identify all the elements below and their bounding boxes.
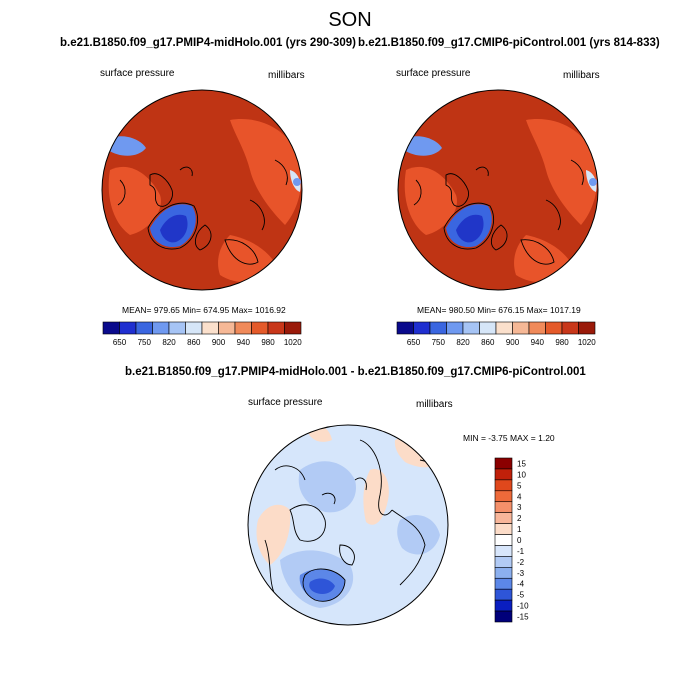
colorbar-difference-swatch [494, 512, 513, 524]
colorbar-picontrol: 650 750 820 860 900 940 980 1020 [396, 321, 596, 347]
page-title: SON [328, 9, 372, 31]
colorbar-difference-tick-label: -3 [517, 569, 525, 578]
panel2-variable-label: surface pressure [396, 68, 471, 79]
colorbar-midholo-swatch [267, 321, 285, 335]
colorbar-difference-tick-label: -4 [517, 580, 525, 589]
colorbar-difference-tick-label: -1 [517, 547, 525, 556]
colorbar-midholo-swatch [201, 321, 219, 335]
colorbar-midholo-tick-label: 940 [237, 338, 251, 347]
colorbar-difference-tick-label: 0 [517, 536, 522, 545]
colorbar-picontrol-swatch [512, 321, 530, 335]
colorbar-picontrol-swatch [396, 321, 414, 335]
colorbar-midholo-swatch [218, 321, 236, 335]
colorbar-difference-tick-label: 1 [517, 525, 522, 534]
panel1-stats: MEAN= 979.65 Min= 674.95 Max= 1016.92 [122, 305, 286, 315]
colorbar-difference-swatch [494, 468, 513, 481]
colorbar-midholo-swatch [119, 321, 137, 335]
panel-header-midholo: b.e21.B1850.f09_g17.PMIP4-midHolo.001 (y… [60, 37, 356, 49]
colorbar-picontrol-swatch [578, 321, 596, 335]
panel2-units-label: millibars [563, 70, 600, 81]
colorbar-picontrol-swatch [446, 321, 464, 335]
colorbar-midholo-swatch [152, 321, 170, 335]
colorbar-difference-tick-label: 3 [517, 503, 522, 512]
colorbar-picontrol-tick-label: 820 [456, 338, 470, 347]
panel1-variable-label: surface pressure [100, 68, 175, 79]
colorbar-difference-swatch [494, 534, 513, 546]
colorbar-difference-tick-label: 15 [517, 459, 526, 468]
colorbar-difference-tick-label: -15 [517, 613, 529, 622]
colorbar-midholo-swatch [251, 321, 269, 335]
colorbar-difference-tick-label: 2 [517, 514, 522, 523]
colorbar-difference-swatch [494, 599, 513, 612]
panel-header-picontrol: b.e21.B1850.f09_g17.CMIP6-piControl.001 … [358, 37, 660, 49]
colorbar-picontrol-tick-label: 900 [506, 338, 520, 347]
colorbar-difference-swatch [494, 457, 513, 470]
colorbar-midholo: 650 750 820 860 900 940 980 1020 [102, 321, 302, 347]
colorbar-midholo-tick-label: 750 [138, 338, 152, 347]
colorbar-picontrol-tick-label: 1020 [578, 338, 596, 347]
colorbar-difference-swatch [494, 610, 513, 623]
colorbar-midholo-swatch [102, 321, 120, 335]
colorbar-midholo-tick-label: 860 [187, 338, 201, 347]
colorbar-difference-tick-label: 4 [517, 492, 522, 501]
colorbar-difference-swatch [494, 556, 513, 568]
diff-stats: MIN = -3.75 MAX = 1.20 [463, 433, 555, 443]
colorbar-picontrol-tick-label: 940 [531, 338, 545, 347]
colorbar-picontrol-tick-label: 750 [432, 338, 446, 347]
polar-map-picontrol [398, 90, 598, 290]
colorbar-picontrol-swatch [545, 321, 563, 335]
diff-units-label: millibars [416, 399, 453, 410]
coastlines-picontrol [413, 159, 584, 265]
colorbar-picontrol-swatch [528, 321, 546, 335]
colorbar-picontrol-swatch [413, 321, 431, 335]
colorbar-picontrol-swatch [479, 321, 497, 335]
colorbar-picontrol-swatch [429, 321, 447, 335]
colorbar-picontrol-tick-label: 980 [555, 338, 569, 347]
colorbar-midholo-swatch [185, 321, 203, 335]
difference-header: b.e21.B1850.f09_g17.PMIP4-midHolo.001 - … [125, 366, 586, 378]
colorbar-difference-tick-label: -10 [517, 602, 529, 611]
colorbar-difference-tick-label: 10 [517, 470, 526, 479]
colorbar-difference-tick-label: 5 [517, 481, 522, 490]
colorbar-difference-tick-label: -5 [517, 591, 525, 600]
colorbar-midholo-tick-label: 980 [261, 338, 275, 347]
colorbar-difference-swatch [494, 588, 513, 601]
colorbar-midholo-tick-label: 1020 [284, 338, 302, 347]
colorbar-midholo-swatch [135, 321, 153, 335]
colorbar-picontrol-tick-label: 860 [481, 338, 495, 347]
colorbar-difference-swatch [494, 490, 513, 503]
colorbar-picontrol-tick-label: 650 [407, 338, 421, 347]
colorbar-difference-swatch [494, 501, 513, 513]
colorbar-difference-swatch [494, 479, 513, 492]
colorbar-difference-swatch [494, 545, 513, 557]
colorbar-difference-swatch [494, 567, 513, 579]
colorbar-difference-swatch [494, 577, 513, 590]
colorbar-difference-tick-label: -2 [517, 558, 525, 567]
colorbar-picontrol-swatch [561, 321, 579, 335]
colorbar-midholo-swatch [168, 321, 186, 335]
colorbar-midholo-tick-label: 820 [162, 338, 176, 347]
panel2-stats: MEAN= 980.50 Min= 676.15 Max= 1017.19 [417, 305, 581, 315]
colorbar-midholo-swatch [284, 321, 302, 335]
polar-map-midholo [102, 90, 302, 290]
colorbar-picontrol-swatch [462, 321, 480, 335]
colorbar-midholo-tick-label: 900 [212, 338, 226, 347]
diff-variable-label: surface pressure [248, 397, 323, 408]
colorbar-difference-swatch [494, 523, 513, 535]
colorbar-midholo-tick-label: 650 [113, 338, 127, 347]
colorbar-midholo-swatch [234, 321, 252, 335]
coastlines-midholo [117, 159, 288, 265]
colorbar-picontrol-swatch [495, 321, 513, 335]
panel1-units-label: millibars [268, 70, 305, 81]
